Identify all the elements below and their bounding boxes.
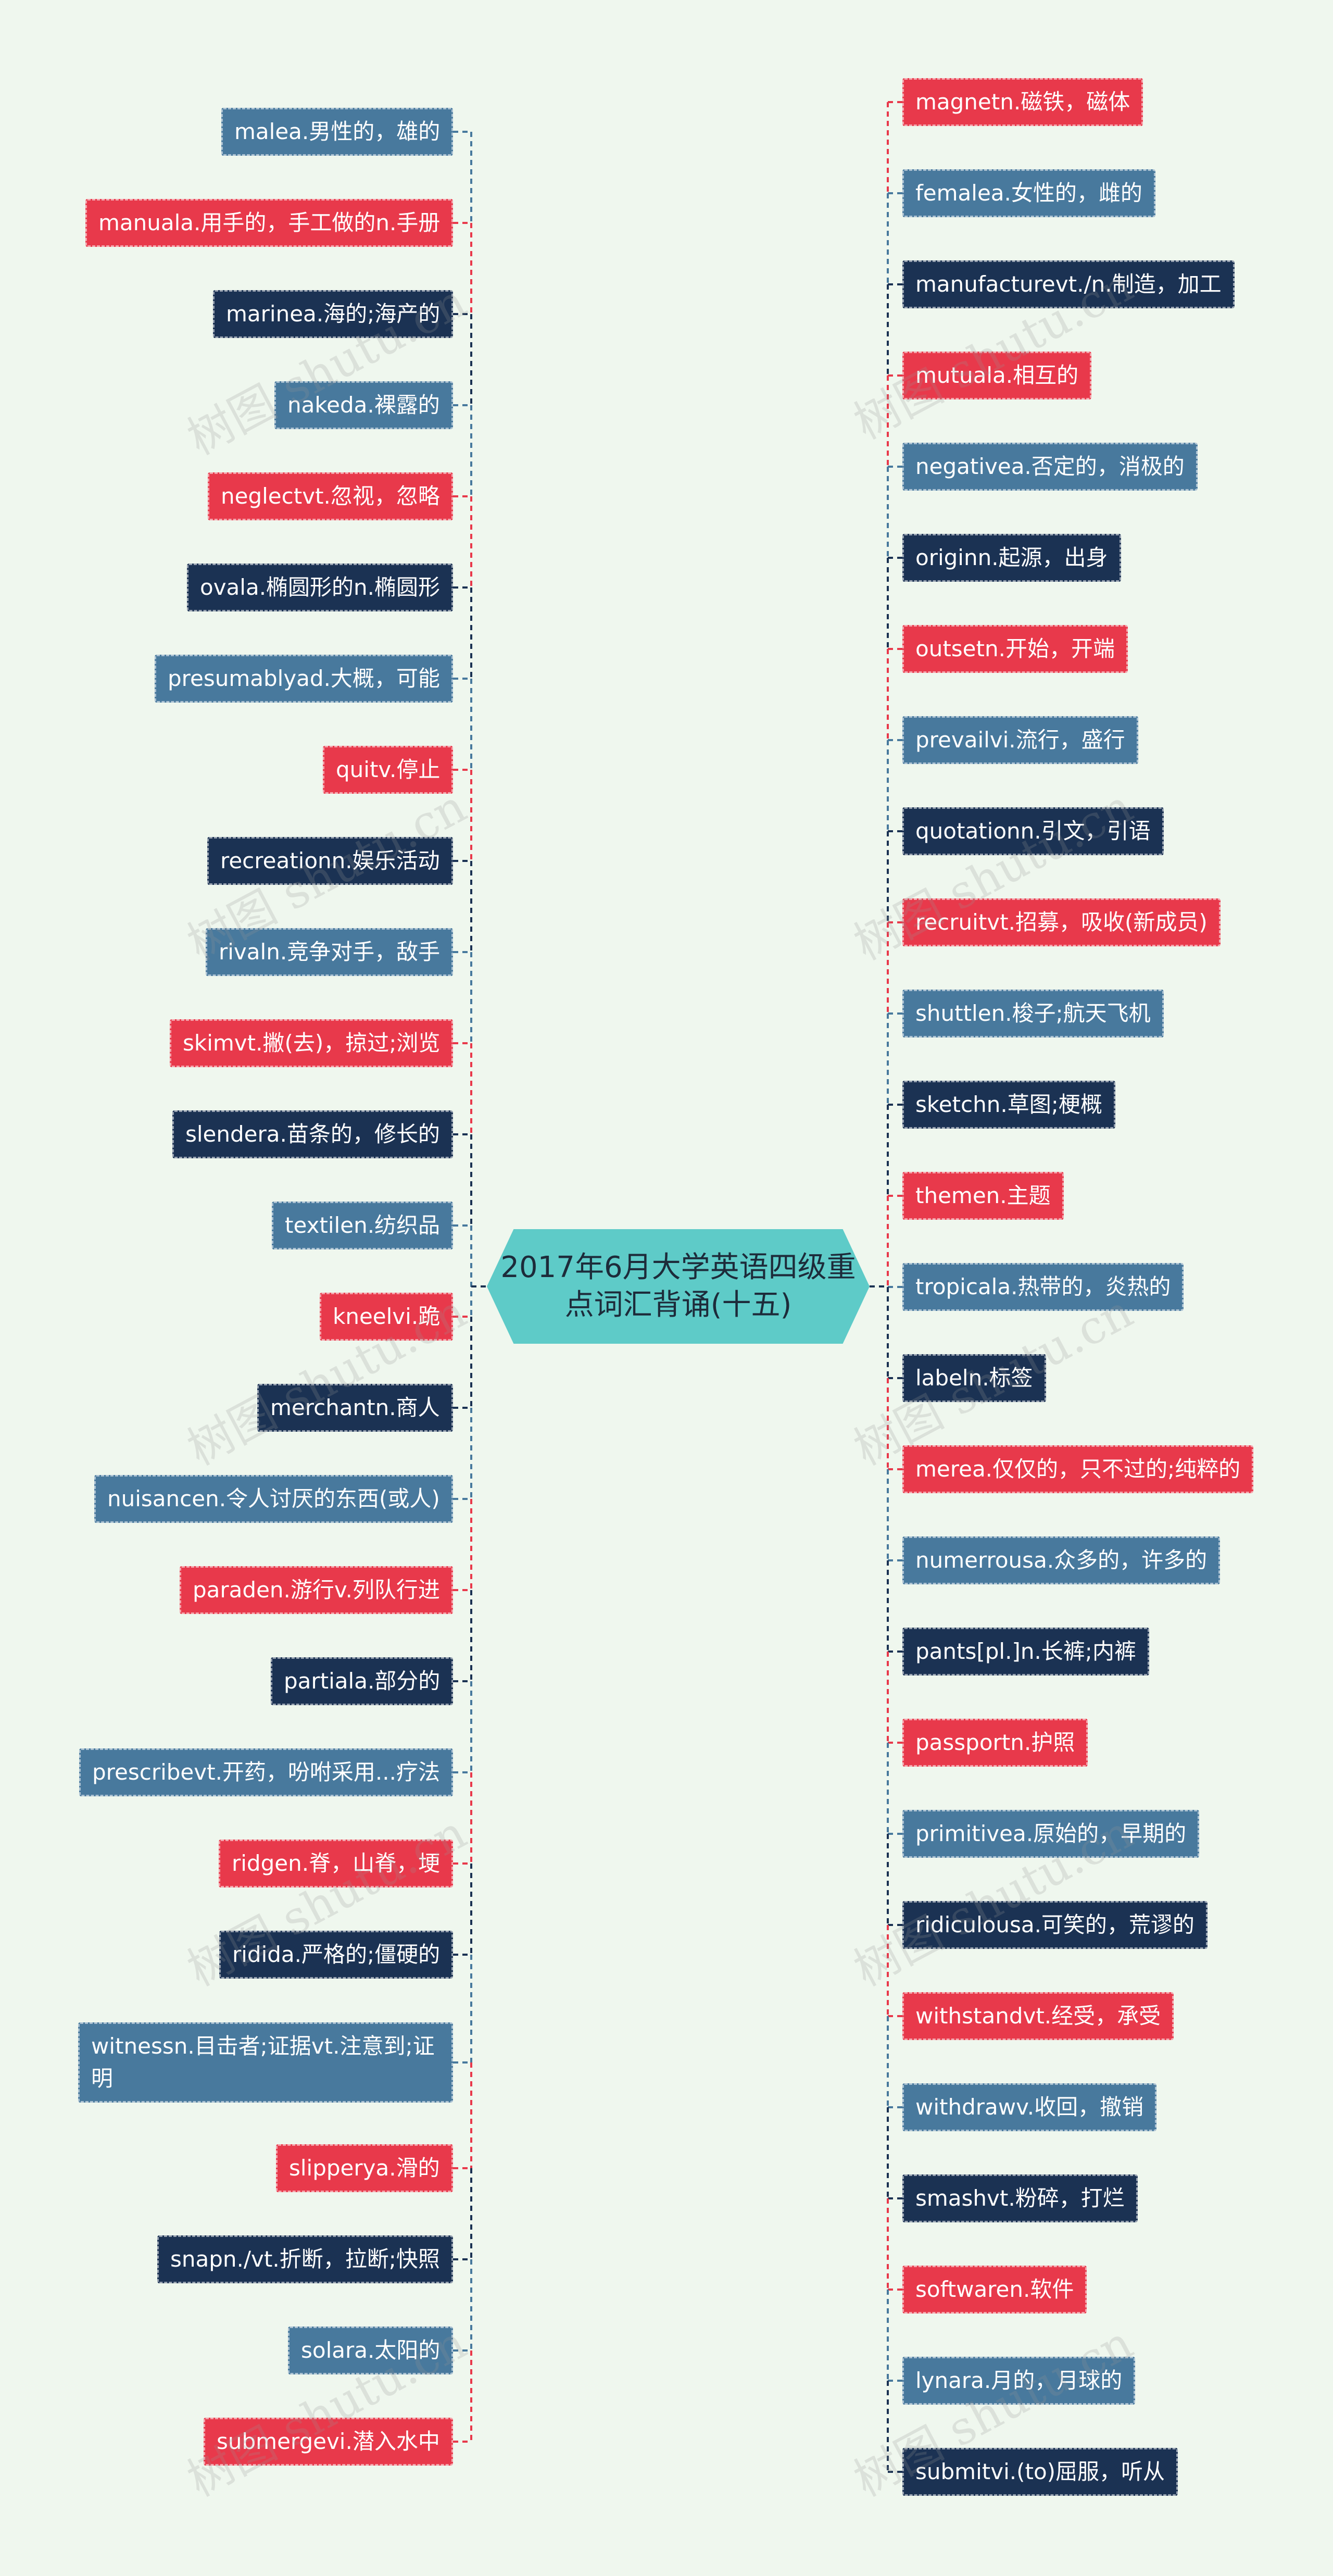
left-word-node[interactable]: slendera.苗条的，修长的 bbox=[172, 1110, 453, 1158]
left-word-node[interactable]: recreationn.娱乐活动 bbox=[207, 837, 453, 885]
left-word-node[interactable]: paraden.游行v.列队行进 bbox=[180, 1566, 453, 1614]
right-word-node[interactable]: originn.起源，出身 bbox=[902, 534, 1121, 582]
right-word-node[interactable]: softwaren.软件 bbox=[902, 2266, 1087, 2314]
right-word-node[interactable]: labeln.标签 bbox=[902, 1354, 1046, 1402]
central-topic[interactable]: 2017年6月大学英语四级重点词汇背诵(十五) bbox=[487, 1229, 870, 1344]
left-word-node[interactable]: skimvt.撇(去)，掠过;浏览 bbox=[170, 1019, 454, 1067]
left-word-node[interactable]: quitv.停止 bbox=[323, 746, 454, 794]
right-word-node[interactable]: magnetn.磁铁，磁体 bbox=[902, 78, 1143, 126]
right-word-node[interactable]: shuttlen.梭子;航天飞机 bbox=[902, 990, 1164, 1037]
left-word-node[interactable]: nuisancen.令人讨厌的东西(或人) bbox=[94, 1475, 453, 1523]
left-word-node[interactable]: witnessn.目击者;证据vt.注意到;证明 bbox=[78, 2022, 453, 2103]
left-word-node[interactable]: snapn./vt.折断，拉断;快照 bbox=[157, 2235, 453, 2283]
left-word-node[interactable]: malea.男性的，雄的 bbox=[221, 108, 454, 156]
right-word-node[interactable]: numerrousa.众多的，许多的 bbox=[902, 1536, 1221, 1584]
central-topic-label: 2017年6月大学英语四级重点词汇背诵(十五) bbox=[500, 1251, 856, 1322]
right-word-node[interactable]: withstandvt.经受，承受 bbox=[902, 1992, 1174, 2040]
left-word-node[interactable]: textilen.纺织品 bbox=[272, 1202, 454, 1249]
right-word-node[interactable]: passportn.护照 bbox=[902, 1719, 1088, 1767]
left-word-node[interactable]: prescribevt.开药，吩咐采用...疗法 bbox=[79, 1748, 453, 1796]
right-word-node[interactable]: lynara.月的，月球的 bbox=[902, 2357, 1136, 2405]
right-word-node[interactable]: femalea.女性的，雌的 bbox=[902, 169, 1155, 217]
right-word-node[interactable]: ridiculousa.可笑的，荒谬的 bbox=[902, 1901, 1208, 1949]
right-word-node[interactable]: withdrawv.收回，撤销 bbox=[902, 2083, 1157, 2131]
left-word-node[interactable]: merchantn.商人 bbox=[257, 1384, 453, 1432]
left-word-node[interactable]: presumablyad.大概，可能 bbox=[155, 655, 453, 703]
right-word-node[interactable]: negativea.否定的，消极的 bbox=[902, 443, 1198, 491]
right-word-node[interactable]: manufacturevt./n.制造，加工 bbox=[902, 260, 1235, 308]
right-word-node[interactable]: smashvt.粉碎，打烂 bbox=[902, 2174, 1138, 2222]
right-word-node[interactable]: sketchn.草图;梗概 bbox=[902, 1081, 1115, 1129]
right-word-node[interactable]: recruitvt.招募，吸收(新成员) bbox=[902, 898, 1221, 946]
right-word-node[interactable]: pants[pl.]n.长裤;内裤 bbox=[902, 1628, 1149, 1675]
right-word-node[interactable]: merea.仅仅的，只不过的;纯粹的 bbox=[902, 1445, 1254, 1493]
left-word-node[interactable]: marinea.海的;海产的 bbox=[213, 290, 454, 338]
left-word-node[interactable]: ridida.严格的;僵硬的 bbox=[219, 1931, 454, 1979]
left-word-node[interactable]: slipperya.滑的 bbox=[276, 2144, 453, 2192]
right-word-node[interactable]: tropicala.热带的，炎热的 bbox=[902, 1263, 1184, 1311]
right-word-node[interactable]: prevailvi.流行，盛行 bbox=[902, 716, 1138, 764]
left-word-node[interactable]: kneelvi.跪 bbox=[320, 1293, 454, 1341]
right-word-node[interactable]: outsetn.开始，开端 bbox=[902, 625, 1128, 673]
right-word-node[interactable]: mutuala.相互的 bbox=[902, 352, 1092, 399]
left-word-node[interactable]: solara.太阳的 bbox=[288, 2327, 454, 2374]
left-word-node[interactable]: ridgen.脊，山脊，埂 bbox=[219, 1840, 454, 1887]
left-word-node[interactable]: rivaln.竞争对手，敌手 bbox=[206, 928, 454, 976]
left-word-node[interactable]: nakeda.裸露的 bbox=[274, 381, 453, 429]
left-word-node[interactable]: partiala.部分的 bbox=[271, 1657, 454, 1705]
left-word-node[interactable]: ovala.椭圆形的n.椭圆形 bbox=[187, 564, 454, 611]
right-word-node[interactable]: themen.主题 bbox=[902, 1172, 1064, 1220]
left-word-node[interactable]: manuala.用手的，手工做的n.手册 bbox=[85, 199, 454, 247]
right-word-node[interactable]: primitivea.原始的，早期的 bbox=[902, 1810, 1200, 1858]
left-word-node[interactable]: neglectvt.忽视，忽略 bbox=[208, 472, 453, 520]
right-word-node[interactable]: quotationn.引文，引语 bbox=[902, 807, 1164, 855]
left-word-node[interactable]: submergevi.潜入水中 bbox=[204, 2418, 453, 2466]
right-word-node[interactable]: submitvi.(to)屈服，听从 bbox=[902, 2448, 1178, 2496]
